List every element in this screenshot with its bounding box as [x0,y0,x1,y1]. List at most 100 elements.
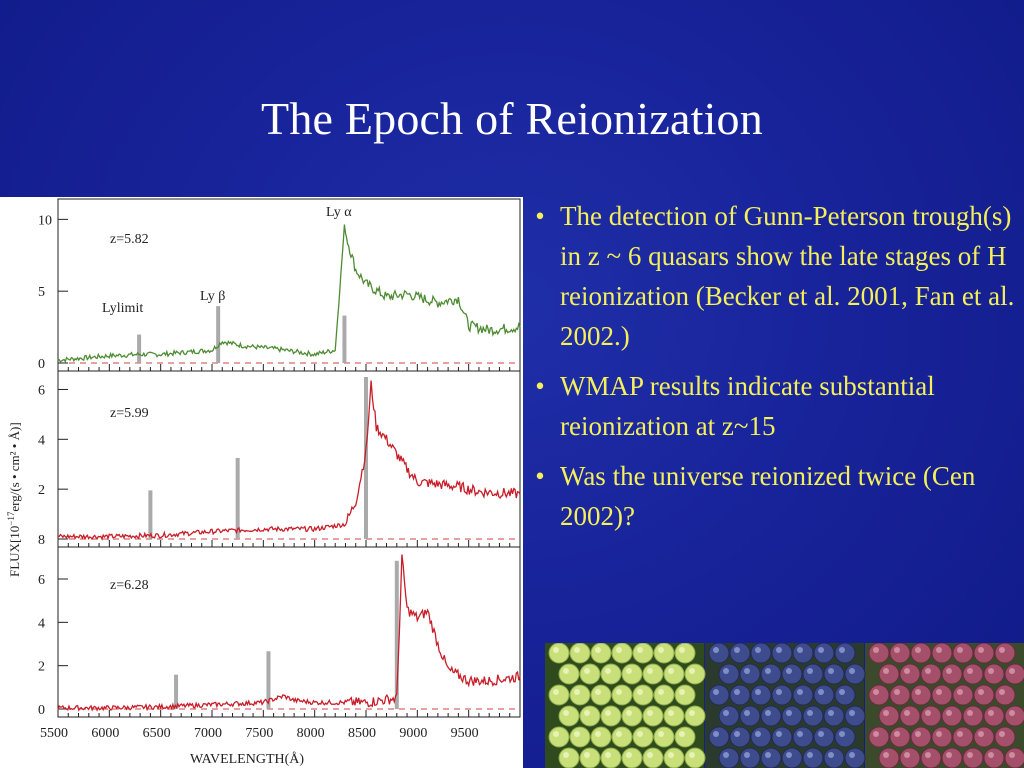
grape-highlight [637,647,643,653]
grape-berry [569,643,591,664]
y-tick-label: 6 [38,573,45,588]
grape-berry [760,747,782,768]
x-tick-label: 6000 [91,726,119,741]
grape-highlight [797,647,803,653]
grape-berry [750,643,772,664]
grape-berry [621,747,643,768]
grape-berry [708,643,730,664]
grape-berry [983,705,1005,727]
grape-highlight [904,668,910,674]
emission-line-marker [174,674,179,709]
grape-berry [674,684,696,706]
grape-highlight [894,647,900,653]
grape-berry [899,747,921,768]
grape-berry [611,684,633,706]
grape-highlight [849,668,855,674]
grape-highlight [595,731,601,737]
grape-highlight [967,668,973,674]
grape-berry [632,684,654,706]
grape-highlight [755,689,761,695]
grape-berry [684,663,706,685]
grape-berry [781,663,803,685]
grape-berry [621,705,643,727]
grape-berry [920,663,942,685]
panel-frame-middle [57,370,521,548]
x-axis-label: WAVELENGTH(Å) [190,751,304,767]
grape-berry [844,747,866,768]
grape-highlight [713,647,719,653]
grape-highlight [828,752,834,758]
x-tick-label: 9000 [399,726,427,741]
grape-berry [813,684,835,706]
grape-berry [750,684,772,706]
grape-berry [674,643,696,664]
x-tick-label: 8000 [297,726,325,741]
grape-highlight [776,689,782,695]
grape-highlight [637,731,643,737]
grape-berry [952,643,974,664]
y-tick-label: 8 [38,533,45,548]
grape-highlight [915,689,921,695]
y-tick-label: 0 [38,357,45,372]
emission-line-marker [266,651,271,709]
grape-highlight [1009,668,1015,674]
grape-highlight [574,647,580,653]
grape-berry [868,726,890,748]
grape-highlight [679,731,685,737]
grape-highlight [978,647,984,653]
grape-highlight [849,752,855,758]
grape-highlight [605,668,611,674]
grape-highlight [946,710,952,716]
grape-highlight [574,689,580,695]
grape-berry [642,747,664,768]
grape-berry [889,726,911,748]
grape-highlight [786,752,792,758]
grape-berry [632,726,654,748]
grape-highlight [818,731,824,737]
grape-highlight [668,710,674,716]
grape-berry [590,726,612,748]
grape-berry [663,747,685,768]
grape-berry [739,747,761,768]
grape-berry [674,726,696,748]
y-tick-label: 10 [38,213,52,228]
grape-berry [844,705,866,727]
emission-line-marker [364,377,368,539]
grape-berry [868,643,890,664]
grape-berry [1004,663,1024,685]
grape-berry [760,663,782,685]
grape-berry [739,705,761,727]
grape-highlight [765,752,771,758]
grape-berry [663,705,685,727]
emission-line-marker [148,490,153,539]
grape-berry [579,747,601,768]
grape-highlight [839,731,845,737]
bullet-item: • WMAP results indicate substantial reio… [520,366,1020,446]
grape-highlight [647,710,653,716]
grape-highlight [637,689,643,695]
grape-berry [653,726,675,748]
grape-berry [813,726,835,748]
grape-berry [653,684,675,706]
grape-highlight [626,710,632,716]
grape-berry [548,726,570,748]
grape-highlight [776,647,782,653]
grape-highlight [563,668,569,674]
grape-highlight [553,689,559,695]
grape-highlight [915,731,921,737]
grape-highlight [967,710,973,716]
grape-highlight [713,689,719,695]
grape-highlight [839,689,845,695]
grape-berry [962,663,984,685]
x-tick-label: 9500 [451,726,479,741]
grape-highlight [647,668,653,674]
grape-berry [792,643,814,664]
bullet-symbol: • [535,201,545,231]
grape-berry [931,643,953,664]
grape-highlight [904,752,910,758]
grape-berry [973,684,995,706]
grape-berry [868,684,890,706]
grape-highlight [744,752,750,758]
grape-highlight [883,752,889,758]
grape-berry [600,747,622,768]
